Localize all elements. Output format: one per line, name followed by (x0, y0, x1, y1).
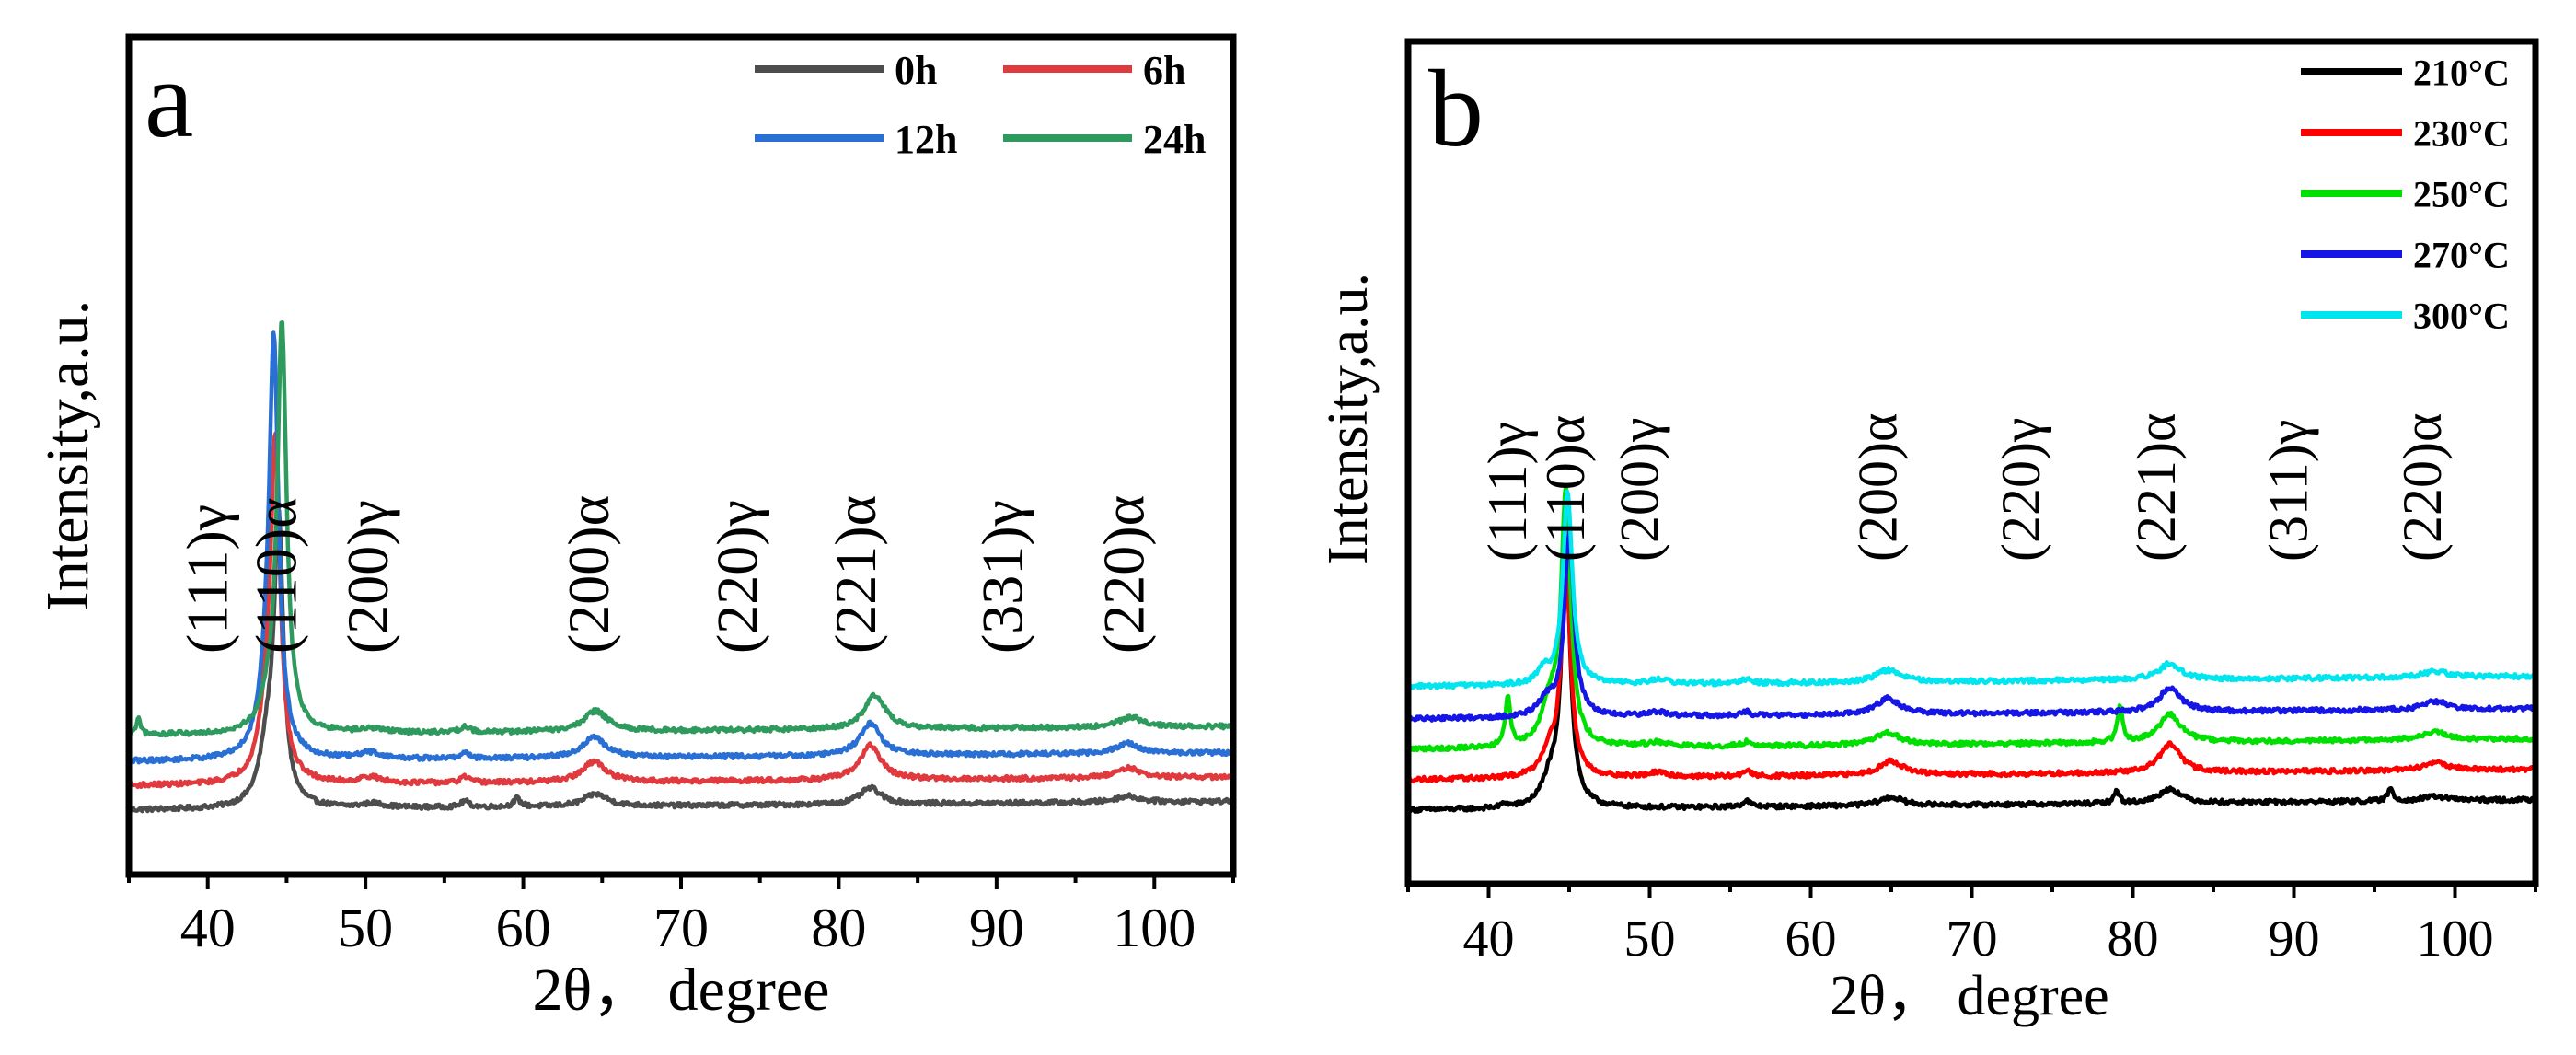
x-tick-label: 60 (1785, 910, 1837, 968)
x-tick-label: 40 (1463, 910, 1515, 968)
peak-label: (110)α (1535, 415, 1596, 562)
x-tick-label: 80 (2108, 910, 2159, 968)
legend-label: 210°C (2413, 52, 2510, 93)
x-axis-label: 2θ， degree (533, 956, 830, 1024)
series-line (1406, 529, 2537, 723)
legend: 0h 6h 12h 24h (755, 48, 1206, 162)
peak-label: (110)α (244, 497, 309, 654)
peak-label: (111)γ (174, 504, 239, 654)
y-axis-label: Intensity,a.u. (34, 300, 101, 611)
x-axis-ticks: 40 50 60 70 80 90 100 (1406, 884, 2537, 968)
x-tick-label: 90 (969, 898, 1024, 958)
legend-label: 0h (895, 48, 937, 93)
peak-label: (220)α (1091, 495, 1156, 654)
series-group (126, 319, 1236, 814)
series-group (1405, 483, 2538, 815)
peak-label: (221)α (823, 495, 888, 654)
series-line (127, 319, 1235, 738)
legend-label: 6h (1143, 48, 1185, 93)
legend-label: 300°C (2413, 295, 2510, 336)
legend-label: 12h (895, 117, 957, 162)
series-line (126, 431, 1235, 790)
panel-a: a (111)γ (110)α (200)γ (200)α (220)γ (221)α (3… (34, 33, 1237, 1024)
panel-b: b (111)γ(110)α (200)γ (200)α (220)γ (221)α (3… (1317, 38, 2539, 1027)
x-tick-label: 60 (496, 898, 551, 958)
x-tick-label: 50 (1624, 910, 1676, 968)
peak-label: (200)γ (335, 500, 400, 654)
x-tick-label: 90 (2269, 910, 2320, 968)
peak-label: (311)γ (2258, 420, 2319, 562)
x-tick-label: 50 (338, 898, 393, 958)
series-line (1405, 559, 2538, 815)
legend-label: 270°C (2413, 234, 2510, 275)
x-tick-label: 100 (1113, 898, 1196, 958)
peak-label: (220)α (2392, 413, 2453, 562)
x-tick-label: 80 (811, 898, 866, 958)
peak-label: (221)α (2126, 413, 2187, 562)
legend-label: 230°C (2413, 112, 2510, 154)
x-tick-label: 70 (1946, 910, 1998, 968)
panel-letter: b (1428, 47, 1484, 169)
legend: 210°C 230°C 250°C 270°C 300°C (2301, 52, 2510, 336)
peak-annotations: (111)γ (110)α (200)γ (200)α (220)γ (221)α (331… (174, 495, 1156, 654)
x-axis-ticks: 40 50 60 70 80 90 100 (127, 875, 1235, 958)
peak-label: (111)γ (1477, 422, 1538, 562)
peak-annotations: (111)γ(110)α (200)γ (200)α (220)γ (221)α (311… (1477, 413, 2453, 562)
series-line (126, 508, 1236, 814)
x-tick-label: 100 (2417, 910, 2494, 968)
series-line (1406, 569, 2537, 784)
x-tick-label: 70 (653, 898, 709, 958)
x-tick-label: 40 (180, 898, 236, 958)
series-line (1405, 489, 2537, 690)
legend-label: 24h (1143, 117, 1206, 162)
panel-letter: a (144, 38, 193, 160)
series-line (1406, 483, 2537, 753)
series-line (127, 330, 1235, 765)
peak-label: (200)γ (1609, 418, 1669, 562)
peak-label: (200)α (1847, 413, 1908, 562)
legend-label: 250°C (2413, 173, 2510, 214)
peak-label: (331)γ (969, 500, 1034, 654)
peak-label: (200)α (556, 495, 621, 654)
peak-label: (220)γ (704, 500, 769, 654)
peak-label: (220)γ (1991, 418, 2051, 562)
x-axis-label: 2θ， degree (1830, 965, 2108, 1027)
y-axis-label: Intensity,a.u. (1317, 272, 1380, 565)
